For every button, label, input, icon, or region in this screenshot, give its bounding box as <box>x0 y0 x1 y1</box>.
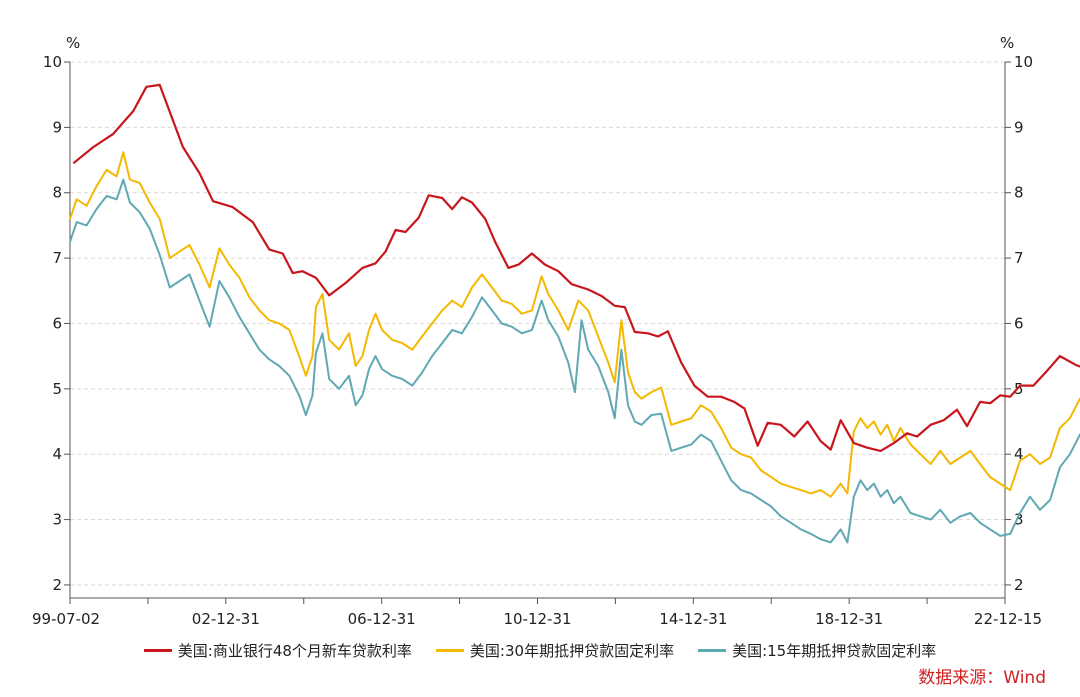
y-tick-label: 8 <box>52 184 62 202</box>
y-tick-label: 7 <box>52 249 62 267</box>
y-tick-label: 8 <box>1014 184 1024 202</box>
y-tick-label: 5 <box>1014 380 1024 398</box>
y-tick-label: 5 <box>52 380 62 398</box>
x-tick-label: 06-12-31 <box>348 610 416 628</box>
y-tick-label: 6 <box>1014 314 1024 332</box>
axes <box>69 62 1006 599</box>
y-tick-label: 10 <box>1014 53 1033 71</box>
y-unit-left: % <box>66 34 80 52</box>
legend-item-15y-mortgage: 美国:15年期抵押贷款固定利率 <box>698 640 936 661</box>
x-tick-label: 22-12-15 <box>974 610 1042 628</box>
series-line-1 <box>69 151 1080 498</box>
y-tick-label: 3 <box>52 511 62 529</box>
y-tick-label: 9 <box>52 118 62 136</box>
series-line-2 <box>69 178 1080 544</box>
y-axis-right: 2 3 4 5 6 7 8 9 10 <box>1005 53 1033 594</box>
series-lines <box>69 83 1080 544</box>
y-tick-label: 4 <box>52 445 62 463</box>
y-tick-label: 7 <box>1014 249 1024 267</box>
x-tick-label: 14-12-31 <box>659 610 727 628</box>
line-chart: 2 3 4 5 6 7 8 9 10 2 3 4 5 6 7 8 9 10 99-07-02 02-12-31 06… <box>32 34 1080 628</box>
y-tick-label: 10 <box>43 53 62 71</box>
grid-lines <box>70 61 1005 586</box>
y-unit-right: % <box>1000 34 1014 52</box>
x-tick-label: 18-12-31 <box>815 610 883 628</box>
legend-item-30y-mortgage: 美国:30年期抵押贷款固定利率 <box>435 640 675 661</box>
y-tick-label: 9 <box>1014 118 1024 136</box>
y-tick-label: 6 <box>52 314 62 332</box>
legend-swatch <box>435 649 464 652</box>
y-axis-left: 2 3 4 5 6 7 8 9 10 <box>43 53 70 594</box>
x-axis: 99-07-02 02-12-31 06-12-31 10-12-31 14-12-31… <box>32 598 1042 628</box>
x-tick-label: 10-12-31 <box>503 610 571 628</box>
x-tick-label: 02-12-31 <box>192 610 260 628</box>
data-source: 数据来源：Wind <box>918 668 1046 688</box>
series-line-0 <box>72 83 1080 452</box>
legend: 美国:商业银行48个月新车贷款利率 美国:30年期抵押贷款固定利率 美国:15年… <box>0 640 1080 661</box>
x-tick-label: 99-07-02 <box>32 610 100 628</box>
legend-item-auto-loan: 美国:商业银行48个月新车贷款利率 <box>143 640 412 661</box>
legend-label: 美国:商业银行48个月新车贷款利率 <box>177 642 412 660</box>
legend-swatch <box>698 649 727 652</box>
y-tick-label: 4 <box>1014 445 1024 463</box>
legend-swatch <box>143 649 172 652</box>
y-tick-label: 2 <box>52 576 62 594</box>
legend-label: 美国:30年期抵押贷款固定利率 <box>469 642 675 660</box>
legend-label: 美国:15年期抵押贷款固定利率 <box>732 642 937 660</box>
y-tick-label: 3 <box>1014 511 1024 529</box>
y-tick-label: 2 <box>1014 576 1024 594</box>
